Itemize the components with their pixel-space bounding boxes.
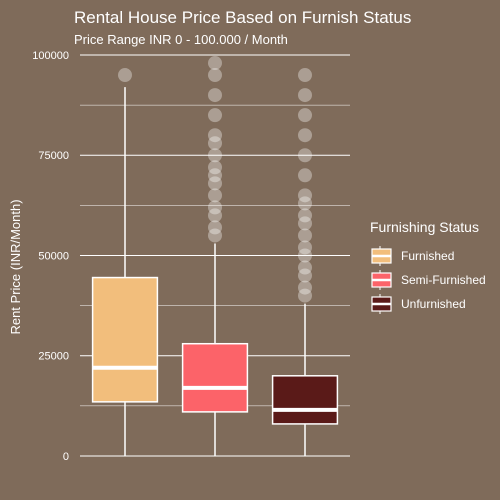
legend-label: Unfurnished (401, 297, 466, 311)
y-tick-label: 75000 (38, 150, 69, 162)
outlier-point (208, 148, 222, 162)
outlier-point (298, 108, 312, 122)
legend-key-semi-furnished (372, 270, 391, 290)
legend-title: Furnishing Status (370, 219, 479, 235)
outlier-point (298, 281, 312, 295)
box-unfurnished (273, 68, 338, 456)
outlier-point (298, 208, 312, 222)
y-tick-label: 50000 (38, 250, 69, 262)
y-axis-ticks: 0 25000 50000 75000 100000 (32, 50, 69, 463)
y-tick-label: 25000 (38, 351, 69, 363)
chart-subtitle: Price Range INR 0 - 100.000 / Month (74, 32, 288, 47)
outlier-point (208, 56, 222, 70)
outlier-point (208, 88, 222, 102)
outlier-point (118, 68, 132, 82)
outlier-point (208, 200, 222, 214)
iqr-box (183, 344, 248, 412)
legend-label: Semi-Furnished (401, 273, 486, 287)
y-tick-label: 0 (63, 451, 69, 463)
outlier-point (298, 148, 312, 162)
chart-title: Rental House Price Based on Furnish Stat… (74, 8, 411, 27)
outlier-point (298, 188, 312, 202)
box-furnished (93, 68, 158, 456)
outlier-point (298, 88, 312, 102)
iqr-box (93, 278, 158, 402)
outlier-point (208, 108, 222, 122)
legend: Furnishing Status Furnished Semi-Furnishe… (370, 219, 486, 314)
outlier-point (208, 160, 222, 174)
iqr-box (273, 376, 338, 424)
box-semi-furnished (183, 56, 248, 456)
outlier-point (298, 128, 312, 142)
outlier-point (298, 228, 312, 242)
outlier-point (208, 68, 222, 82)
boxes (93, 56, 338, 456)
outlier-point (298, 240, 312, 254)
outlier-point (208, 128, 222, 142)
outlier-point (208, 188, 222, 202)
outlier-point (298, 68, 312, 82)
legend-key-furnished (372, 246, 391, 266)
outlier-point (298, 168, 312, 182)
legend-key-unfurnished (372, 294, 391, 314)
outlier-point (298, 261, 312, 275)
outlier-point (208, 220, 222, 234)
y-tick-label: 100000 (32, 50, 69, 62)
y-axis-title: Rent Price (INR/Month) (8, 199, 23, 334)
legend-label: Furnished (401, 249, 454, 263)
